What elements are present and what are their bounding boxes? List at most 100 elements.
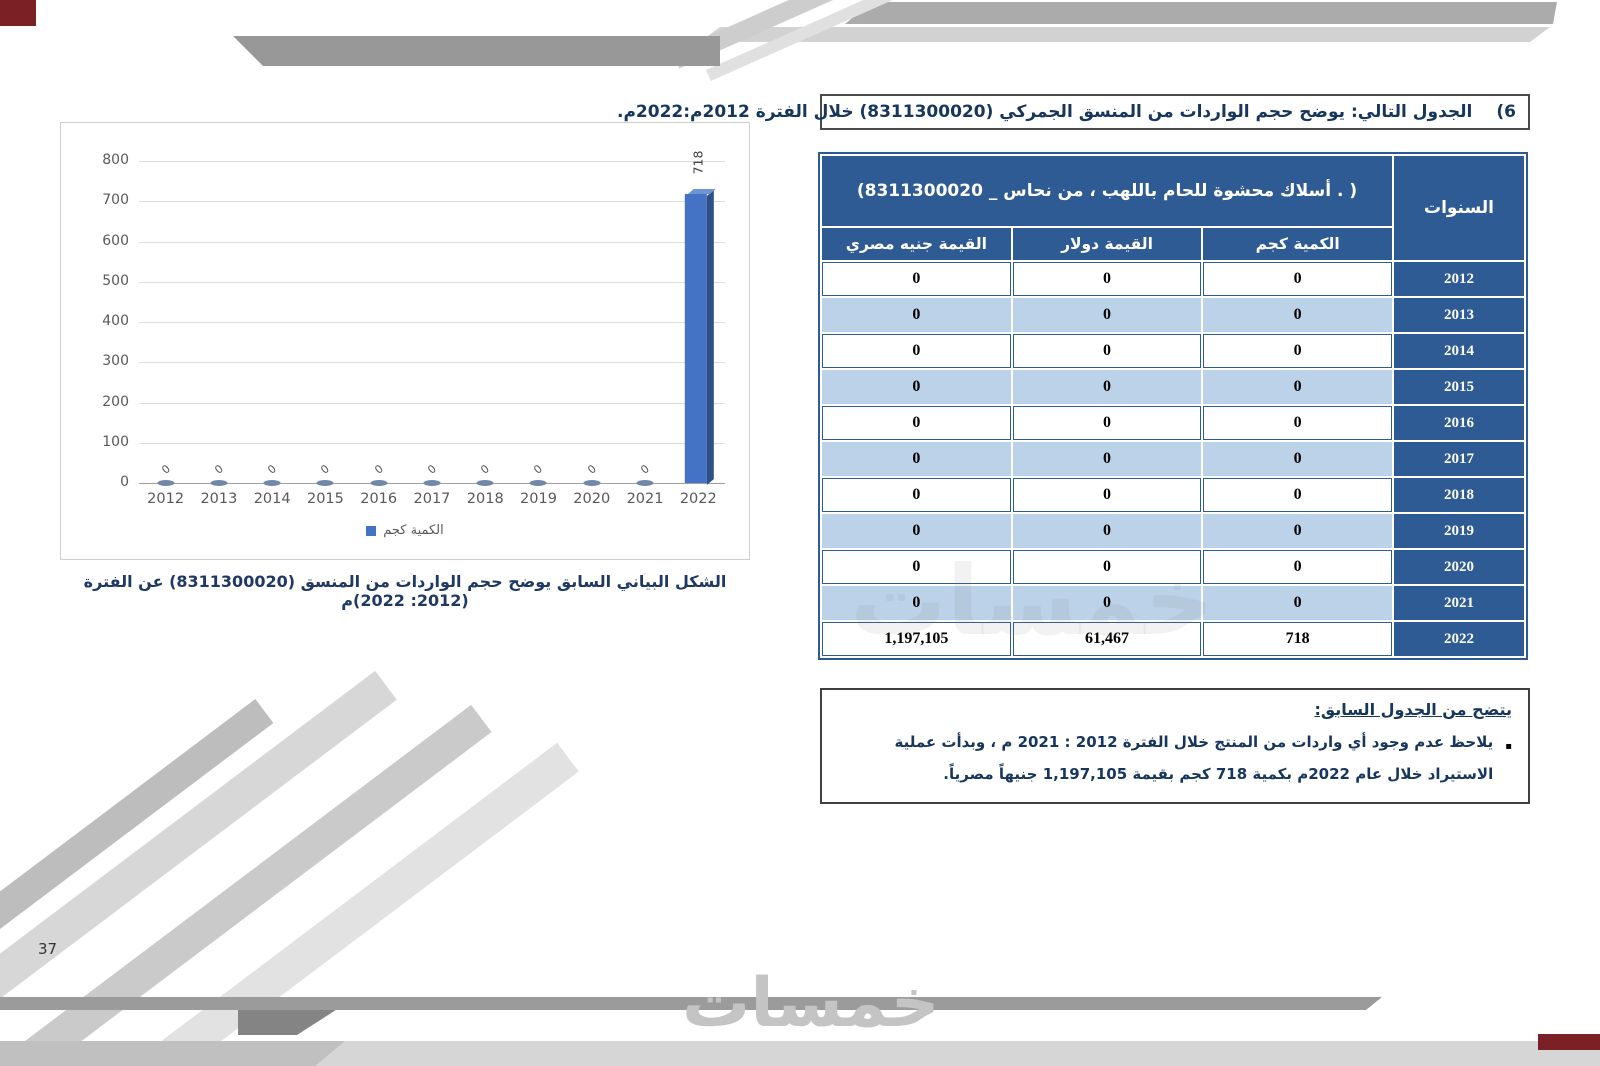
value-usd-cell: 61,467 — [1012, 622, 1202, 656]
y-axis-tick-label: 200 — [102, 393, 129, 410]
value-egp-cell: 0 — [822, 442, 1011, 476]
y-axis-tick-label: 800 — [102, 152, 129, 168]
year-cell: 2018 — [1394, 478, 1524, 512]
value-egp-cell: 0 — [822, 478, 1011, 512]
chart-column: 0 — [139, 161, 192, 486]
bullet-square-icon: ▪ — [1505, 741, 1512, 752]
table-data-row: 2018 0 0 0 — [822, 478, 1524, 512]
value-usd-cell: 0 — [1012, 370, 1202, 404]
chart-gridlines: 800 700 600 500 400 300 200 100 0 — [102, 152, 725, 490]
quantity-kg-cell: 0 — [1203, 298, 1392, 332]
bar-value-label: 0 — [318, 462, 333, 477]
value-usd-cell: 0 — [1012, 442, 1202, 476]
year-cell: 2021 — [1394, 586, 1524, 620]
x-axis-tick-label: 2018 — [466, 491, 504, 507]
x-axis-tick-label: 2014 — [253, 491, 291, 507]
y-axis-tick-label: 300 — [102, 353, 129, 370]
bar-value-label: 0 — [212, 462, 226, 477]
note-heading: يتضح من الجدول السابق: — [1314, 700, 1512, 719]
value-egp-cell: 0 — [822, 370, 1011, 404]
note-bullet: ▪ يلاحظ عدم وجود أي واردات من المنتج خلا… — [838, 727, 1513, 790]
value-usd-cell: 0 — [1012, 406, 1202, 440]
chart-column: 0 — [405, 161, 458, 486]
quantity-kg-cell: 0 — [1203, 262, 1392, 296]
legend-color-swatch-icon — [366, 525, 377, 536]
gridline — [139, 241, 725, 243]
chart-plot-area: 800 700 600 500 400 300 200 100 0 0 0 0 0 0 0 0 0 0 0 718 — [102, 151, 725, 490]
year-cell: 2022 — [1394, 622, 1524, 656]
legend-label: الكمية كجم — [383, 523, 444, 538]
value-usd-cell: 0 — [1012, 586, 1202, 620]
value-egp-cell: 0 — [822, 406, 1011, 440]
quantity-kg-cell: 0 — [1203, 586, 1392, 620]
bar-value-label: 0 — [158, 462, 173, 477]
table-data-row: 2014 0 0 0 — [822, 334, 1524, 368]
zero-bar-marker — [636, 480, 654, 486]
zero-bar-marker — [476, 480, 494, 486]
value-egp-cell: 0 — [822, 262, 1011, 296]
value-usd-cell: 0 — [1012, 514, 1202, 548]
quantity-kg-cell: 0 — [1203, 478, 1392, 512]
bottom-decoration-strip-dark — [0, 1041, 345, 1066]
year-cell: 2019 — [1394, 514, 1524, 548]
x-axis-tick-label: 2015 — [306, 491, 344, 507]
table-data-row: 2021 0 0 0 — [822, 586, 1524, 620]
quantity-kg-cell: 0 — [1203, 514, 1392, 548]
table-data-row: 2017 0 0 0 — [822, 442, 1524, 476]
y-axis-tick-label: 700 — [102, 192, 129, 209]
y-axis-tick-label: 400 — [102, 313, 129, 329]
value-usd-cell: 0 — [1012, 334, 1202, 368]
top-decoration-band — [845, 2, 1557, 24]
zero-bar-marker — [583, 480, 601, 486]
table-data-row: 2020 0 0 0 — [822, 550, 1524, 584]
bar-value-label: 718 — [690, 150, 706, 175]
table-data-row: 2019 0 0 0 — [822, 514, 1524, 548]
watermark: خمسات — [682, 964, 940, 1043]
table-data-row: 2012 0 0 0 — [822, 262, 1524, 296]
year-cell: 2017 — [1394, 442, 1524, 476]
gridline — [139, 281, 725, 283]
bar-value-label: 0 — [478, 462, 493, 477]
summary-note-box: يتضح من الجدول السابق: ▪ يلاحظ عدم وجود … — [820, 688, 1530, 804]
corner-accent-bottom-right — [1538, 1034, 1600, 1050]
import-table-body: السنوات (8311300020 _ أسلاك محشوة للحام … — [822, 156, 1524, 656]
table-data-row: 2015 0 0 0 — [822, 370, 1524, 404]
bar — [685, 194, 708, 483]
bar-value-label: 0 — [371, 462, 386, 477]
chart-column: 0 — [246, 161, 299, 486]
zero-bar-marker — [157, 480, 175, 486]
x-axis-tick-label: 2012 — [147, 491, 185, 507]
chart-column: 0 — [565, 161, 618, 486]
table-data-row: 2016 0 0 0 — [822, 406, 1524, 440]
corner-accent-top-left — [0, 0, 36, 26]
quantity-kg-cell: 0 — [1203, 370, 1392, 404]
quantity-kg-cell: 0 — [1203, 550, 1392, 584]
value-egp-cell: 0 — [822, 298, 1011, 332]
top-decoration-bar — [233, 36, 720, 66]
chart-column: 0 — [352, 161, 405, 486]
x-axis-tick-label: 2020 — [573, 491, 611, 507]
x-axis-tick-label: 2017 — [413, 491, 451, 507]
quantity-kg-cell: 0 — [1203, 334, 1392, 368]
quantity-kg-cell: 0 — [1203, 406, 1392, 440]
zero-bar-marker — [423, 480, 441, 486]
table-data-row: 2022 718 61,467 1,197,105 — [822, 622, 1524, 656]
value-egp-cell: 1,197,105 — [822, 622, 1011, 656]
bar-value-label: 0 — [531, 462, 546, 477]
x-axis-tick-label: 2019 — [520, 491, 557, 507]
value-usd-cell: 0 — [1012, 550, 1202, 584]
page-number: 37 — [38, 940, 58, 958]
year-cell: 2020 — [1394, 550, 1524, 584]
gridline — [139, 402, 725, 404]
bar-value-label: 0 — [425, 462, 439, 477]
x-axis-tick-label: 2013 — [200, 491, 238, 507]
gridline — [139, 442, 725, 444]
x-axis-tick-label: 2016 — [360, 491, 398, 507]
years-column-header: السنوات — [1394, 156, 1524, 260]
top-decoration-band-light — [700, 27, 1550, 42]
year-cell: 2013 — [1394, 298, 1524, 332]
value-egp-cell: 0 — [822, 550, 1011, 584]
imports-bar-chart: 800 700 600 500 400 300 200 100 0 0 0 0 0 0 0 0 0 0 0 718 … — [60, 122, 750, 560]
value-egp-cell: 0 — [822, 514, 1011, 548]
y-axis-tick-label: 600 — [102, 232, 129, 249]
